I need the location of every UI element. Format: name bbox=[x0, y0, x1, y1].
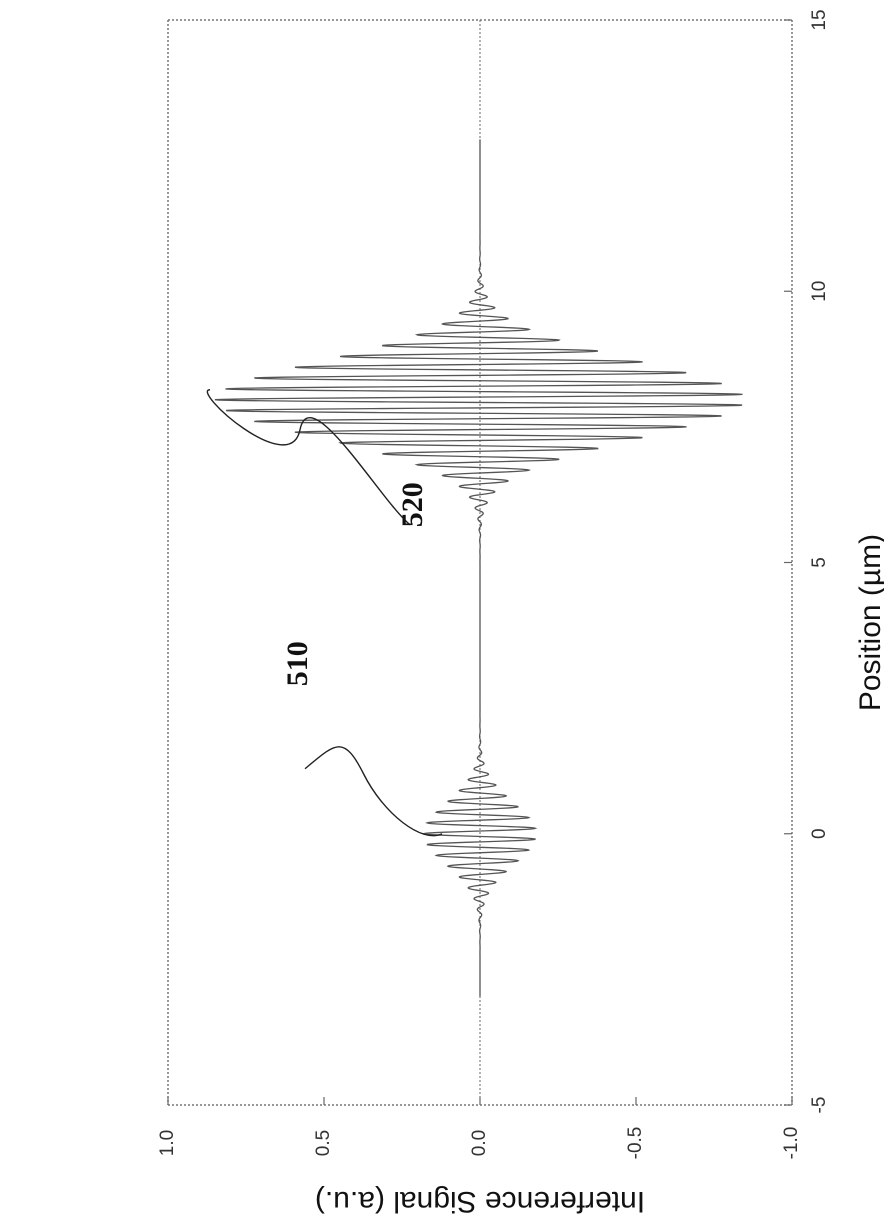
annotations: 510 520 bbox=[206, 389, 443, 837]
x-tick-label: 0 bbox=[809, 828, 830, 839]
y-axis-title: Interference Signal (a.u.) bbox=[315, 1185, 645, 1218]
y-tick-label: -1.0 bbox=[781, 1127, 802, 1160]
annotation-label: 520 bbox=[396, 482, 429, 527]
x-tick-label: 10 bbox=[809, 281, 830, 302]
x-tick-label: 5 bbox=[809, 557, 830, 568]
y-tick-label: 0.5 bbox=[313, 1130, 334, 1156]
annotation-leader-line bbox=[304, 746, 443, 837]
series-line-interference-signal bbox=[214, 139, 743, 997]
y-tick-label: -0.5 bbox=[625, 1127, 646, 1160]
x-tick-label: -5 bbox=[809, 1097, 830, 1114]
plot-area bbox=[167, 19, 793, 1106]
x-axis-title: Position (µm) bbox=[854, 534, 884, 711]
annotation-leader-line bbox=[206, 389, 411, 526]
y-tick-label: 0.0 bbox=[469, 1130, 490, 1156]
annotation-label: 510 bbox=[281, 641, 314, 686]
x-tick-label: 15 bbox=[809, 9, 830, 30]
y-tick-label: 1.0 bbox=[157, 1130, 178, 1156]
